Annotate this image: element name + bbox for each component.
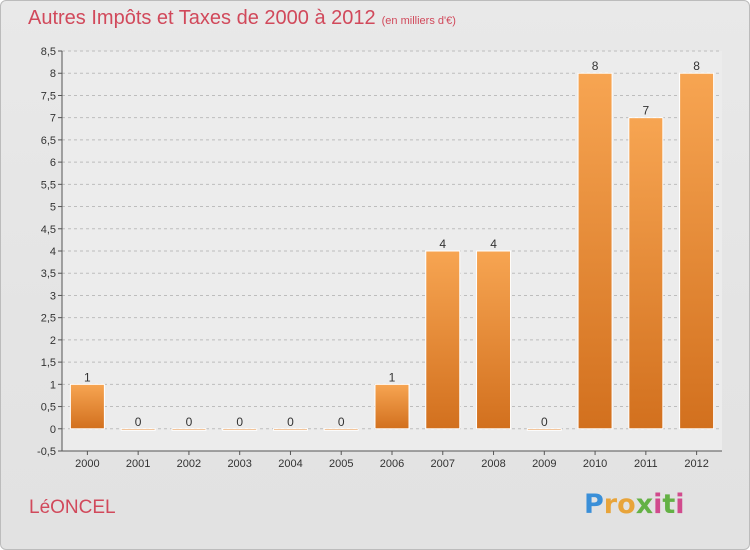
value-label: 7 — [643, 104, 650, 118]
x-tick-label: 2011 — [634, 458, 658, 470]
y-tick-label: -0,5 — [37, 446, 56, 458]
bar-2010 — [577, 72, 613, 430]
brand-letter: i — [653, 489, 663, 520]
x-tick-label: 2003 — [227, 458, 251, 470]
y-tick-label: 1 — [50, 379, 56, 391]
value-label: 4 — [490, 237, 497, 251]
x-tick-label: 2001 — [126, 458, 150, 470]
y-tick-label: 8 — [50, 68, 56, 80]
y-tick-label: 3,5 — [41, 268, 56, 280]
bar-2003 — [222, 428, 258, 431]
y-tick-label: 5 — [50, 202, 56, 214]
y-tick-label: 7,5 — [41, 90, 56, 102]
x-tick-label: 2010 — [583, 458, 607, 470]
value-label: 0 — [541, 415, 548, 429]
brand-letter: x — [635, 489, 654, 520]
y-tick-label: 4,5 — [41, 224, 56, 236]
value-label: 4 — [439, 237, 446, 251]
chart-title: Autres Impôts et Taxes de 2000 à 2012 (en… — [28, 7, 456, 30]
brand-letter: o — [617, 489, 636, 520]
x-tick-label: 2000 — [75, 458, 99, 470]
bar-2005 — [323, 428, 359, 431]
bar-2012 — [679, 72, 715, 430]
y-tick-label: 0,5 — [41, 402, 56, 414]
bar-2002 — [171, 428, 207, 431]
x-tick-label: 2006 — [380, 458, 404, 470]
value-label: 0 — [287, 415, 294, 429]
brand-letter: P — [584, 489, 604, 520]
bar-2008 — [476, 250, 512, 430]
y-tick-label: 5,5 — [41, 179, 56, 191]
value-label: 8 — [693, 59, 700, 73]
x-tick-label: 2005 — [329, 458, 353, 470]
brand-letter: t — [662, 489, 676, 520]
bar-2007 — [425, 250, 461, 430]
value-label: 0 — [186, 415, 193, 429]
brand-letter: r — [603, 489, 618, 520]
value-label: 0 — [236, 415, 243, 429]
x-tick-label: 2009 — [532, 458, 556, 470]
bar-2000 — [69, 383, 105, 430]
bar-2011 — [628, 117, 664, 430]
bar-2009 — [526, 428, 562, 431]
value-label: 0 — [338, 415, 345, 429]
x-tick-label: 2004 — [278, 458, 302, 470]
value-label: 8 — [592, 59, 599, 73]
y-tick-label: 6,5 — [41, 135, 56, 147]
y-tick-label: 2,5 — [41, 313, 56, 325]
brand-logo: Proxiti — [584, 489, 685, 520]
city-name: LéONCEL — [29, 497, 116, 518]
chart-title-text: Autres Impôts et Taxes de 2000 à 2012 — [28, 7, 376, 29]
x-tick-label: 2012 — [684, 458, 708, 470]
value-label: 1 — [389, 370, 396, 384]
y-tick-label: 3 — [50, 290, 56, 302]
value-label: 1 — [84, 370, 91, 384]
bar-2004 — [272, 428, 308, 431]
y-tick-label: 7 — [50, 113, 56, 125]
chart-subtitle: (en milliers d'€) — [381, 15, 456, 27]
value-label: 0 — [135, 415, 142, 429]
y-tick-label: 0 — [50, 424, 56, 436]
x-tick-label: 2007 — [431, 458, 455, 470]
y-tick-label: 6 — [50, 157, 56, 169]
bar-2001 — [120, 428, 156, 431]
y-tick-label: 4 — [50, 246, 56, 258]
y-tick-label: 1,5 — [41, 357, 56, 369]
y-tick-label: 8,5 — [41, 46, 56, 58]
brand-letter: i — [675, 489, 685, 520]
x-tick-label: 2002 — [177, 458, 201, 470]
bar-2006 — [374, 383, 410, 430]
x-tick-label: 2008 — [481, 458, 505, 470]
y-tick-label: 2 — [50, 335, 56, 347]
